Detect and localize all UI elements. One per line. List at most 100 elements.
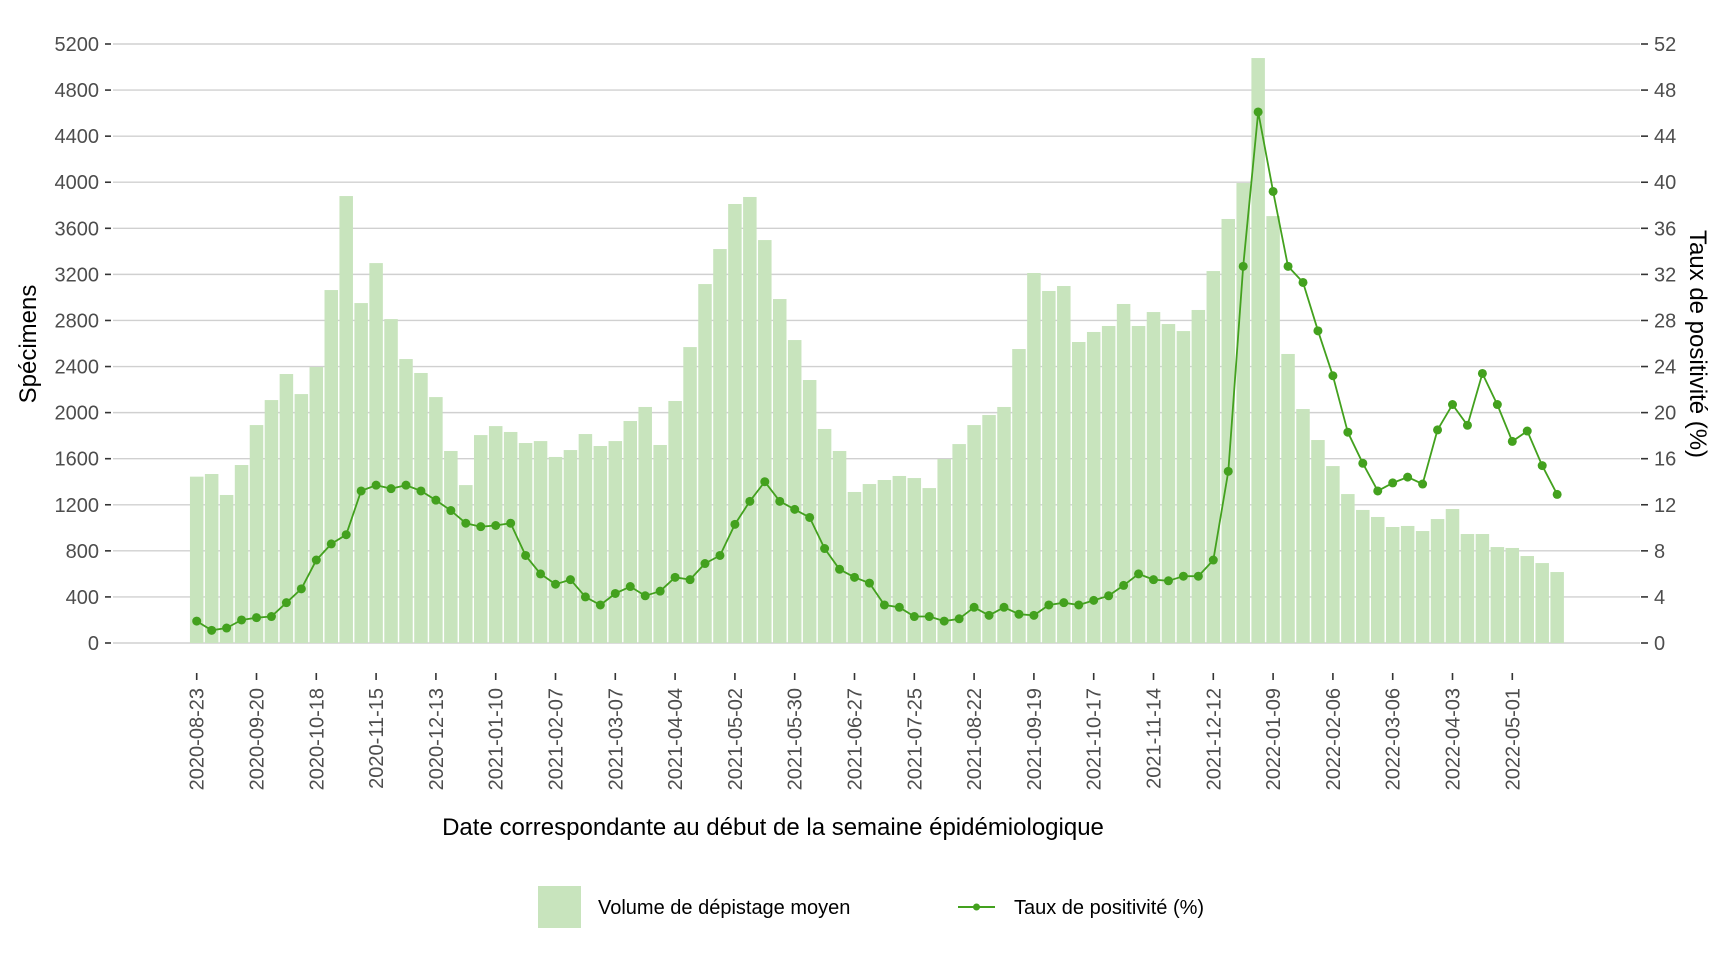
bar: [369, 263, 383, 643]
line-point: [1104, 591, 1114, 601]
line-point: [1462, 420, 1472, 430]
bar: [264, 400, 279, 643]
bar: [1296, 409, 1310, 643]
line-point: [1089, 595, 1099, 605]
bar: [802, 380, 817, 643]
bar: [1266, 216, 1280, 644]
bar: [578, 434, 593, 643]
line-point: [655, 586, 665, 596]
bar: [1012, 349, 1026, 643]
legend-line-point: [973, 903, 980, 911]
bar: [414, 372, 428, 643]
line-point: [670, 572, 680, 582]
line-point: [715, 550, 725, 560]
bar: [638, 406, 652, 643]
line-point: [640, 591, 650, 601]
line-point: [1134, 569, 1144, 579]
line-point: [326, 539, 336, 549]
line-point: [984, 610, 994, 620]
line-point: [416, 486, 426, 496]
bar: [459, 485, 473, 643]
bar: [1505, 547, 1520, 643]
y-tick-label-right: 52: [1654, 34, 1676, 56]
line-point: [999, 602, 1009, 612]
x-tick-label: 2021-01-10: [486, 688, 508, 790]
line-point: [1178, 571, 1188, 581]
line-point: [685, 575, 695, 585]
bar: [593, 446, 608, 643]
line-point: [1238, 261, 1248, 271]
x-tick-label: 2022-04-03: [1443, 688, 1465, 790]
line-point: [356, 486, 366, 496]
line-point: [1208, 555, 1218, 565]
y-tick-label-left: 4400: [55, 126, 100, 148]
y-tick-label-left: 1200: [55, 495, 100, 517]
bar: [548, 456, 563, 643]
bar: [1281, 353, 1295, 643]
x-axis: 2020-08-23 2020-09-20 2020-10-18 2020-11-15…: [187, 673, 1524, 790]
bar: [279, 374, 294, 643]
bar: [354, 303, 368, 643]
y-tick-label-right: 48: [1654, 80, 1676, 102]
bar: [668, 400, 682, 643]
bar: [1236, 183, 1250, 643]
bar: [1251, 58, 1265, 643]
line-point: [969, 602, 979, 612]
bar: [683, 347, 697, 643]
line-point: [1477, 368, 1487, 378]
bar: [1341, 494, 1355, 643]
x-tick-label: 2022-02-06: [1323, 688, 1345, 790]
bar: [1415, 531, 1430, 643]
line-point: [909, 612, 919, 622]
line-point: [625, 582, 635, 592]
bar: [444, 450, 458, 643]
bar: [1535, 563, 1549, 643]
bar: [728, 204, 742, 643]
line-point: [790, 504, 800, 514]
bar: [698, 284, 712, 643]
y-tick-label-right: 20: [1654, 403, 1676, 425]
bar: [1146, 312, 1161, 643]
line-point: [1149, 575, 1158, 585]
y-tick-label-right: 28: [1654, 310, 1676, 332]
line-point: [536, 569, 546, 579]
legend-item-line: Taux de positivité (%): [958, 897, 1204, 919]
y-tick-label-left: 800: [66, 541, 99, 563]
x-axis-title: Date correspondante au début de la semai…: [442, 814, 1104, 841]
x-tick-label: 2020-11-15: [366, 688, 388, 789]
bar: [1550, 572, 1564, 643]
left-y-axis: 0 400 800 1200 1600 2000 2400 2800 3200 3600 4000 4…: [55, 34, 111, 655]
bar: [1206, 271, 1221, 643]
bar: [204, 474, 219, 643]
bar: [1371, 516, 1385, 643]
line-point: [1552, 489, 1562, 499]
y-tick-label-right: 44: [1654, 126, 1676, 148]
x-tick-label: 2020-12-13: [426, 688, 448, 790]
line-point: [1433, 425, 1443, 435]
line-point: [341, 530, 351, 540]
line-point: [1014, 609, 1024, 619]
line-point: [835, 564, 845, 574]
y-axis-title-left: Spécimens: [15, 285, 42, 404]
bar: [488, 426, 503, 643]
bar: [608, 441, 623, 643]
line-point: [237, 615, 247, 625]
line-point: [700, 559, 710, 569]
line-point: [431, 495, 441, 505]
line-point: [730, 519, 740, 529]
y-tick-label-left: 0: [88, 633, 99, 655]
bar: [1326, 466, 1340, 643]
line-point: [296, 584, 306, 594]
line-point: [1074, 600, 1084, 610]
line-point: [1373, 486, 1383, 496]
bar: [1086, 331, 1101, 643]
line-point: [1328, 371, 1338, 381]
x-tick-label: 2021-07-25: [904, 688, 926, 790]
bar: [518, 443, 533, 643]
line-point: [1358, 458, 1368, 468]
line-point: [521, 550, 531, 560]
bar: [189, 476, 204, 643]
bar: [773, 299, 787, 643]
line-point: [1507, 436, 1517, 446]
